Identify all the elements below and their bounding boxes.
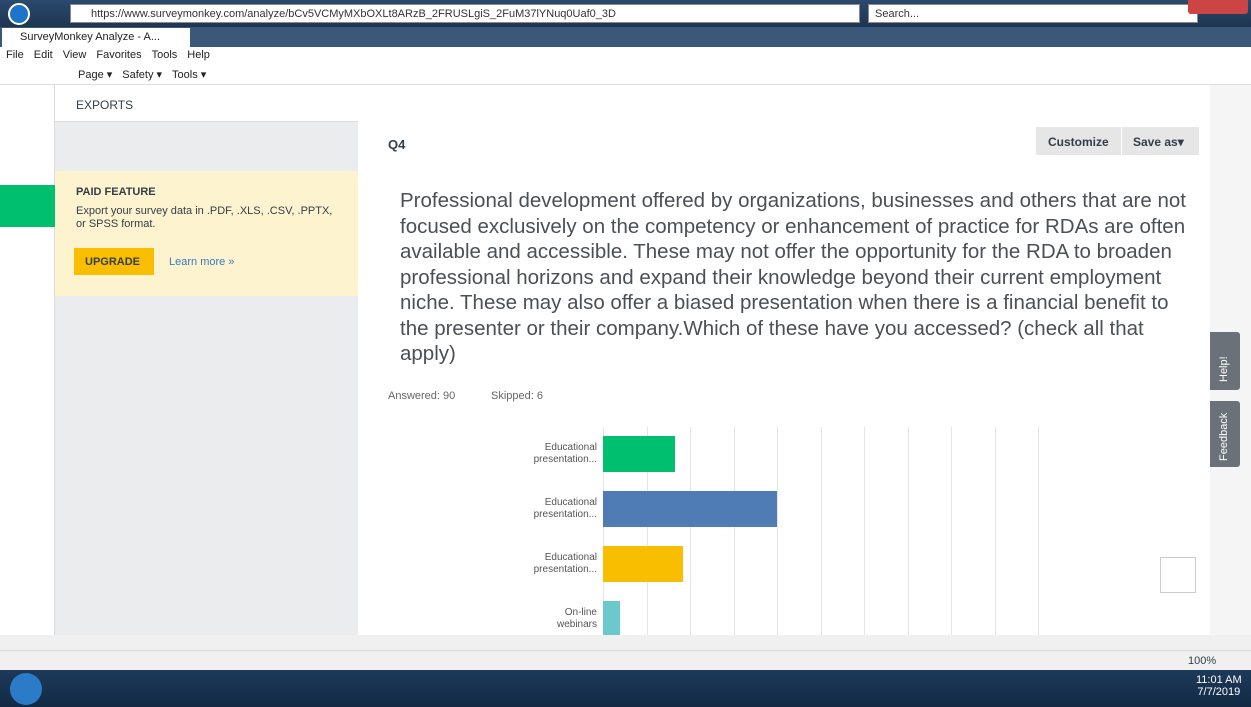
search-box[interactable]: Search... xyxy=(868,4,1198,23)
menu-bar: File Edit View Favorites Tools Help xyxy=(0,47,1251,65)
browser-title-bar: https://www.surveymonkey.com/analyze/bCv… xyxy=(0,0,1251,27)
time: 11:01 AM xyxy=(1196,674,1242,686)
command-item[interactable]: Page ▾ xyxy=(78,69,112,81)
bar xyxy=(603,491,777,527)
grid-line xyxy=(690,427,691,635)
save-as-button[interactable]: Save as▾ xyxy=(1121,127,1199,155)
grid-line xyxy=(821,427,822,635)
category-label: Educational presentation... xyxy=(523,436,597,472)
menu-item[interactable]: View xyxy=(63,49,87,61)
menu-item[interactable]: Tools xyxy=(152,49,178,61)
command-bar: Page ▾ Safety ▾ Tools ▾ xyxy=(0,65,1251,85)
scroll-top-button[interactable] xyxy=(1160,557,1196,593)
status-bar: 100% xyxy=(0,650,1251,670)
browser-tab[interactable]: SurveyMonkey Analyze - A... xyxy=(2,28,190,47)
page-content: EXPORTS PAID FEATURE Export your survey … xyxy=(0,85,1251,635)
zoom-level[interactable]: 100% xyxy=(1188,655,1216,667)
skipped-count: Skipped: 6 xyxy=(491,390,543,402)
paid-feature-title: PAID FEATURE xyxy=(76,186,156,198)
answered-count: Answered: 90 xyxy=(388,390,455,402)
export-icon[interactable] xyxy=(0,185,55,227)
paid-feature-text: Export your survey data in .PDF, .XLS, .… xyxy=(76,205,341,231)
question-text: Professional development offered by orga… xyxy=(400,188,1200,367)
grid-line xyxy=(995,427,996,635)
address-bar[interactable]: https://www.surveymonkey.com/analyze/bCv… xyxy=(70,4,860,23)
grid-line xyxy=(951,427,952,635)
menu-item[interactable]: Help xyxy=(187,49,210,61)
category-label: Educational presentation... xyxy=(523,546,597,582)
clock: 11:01 AM 7/7/2019 xyxy=(1196,674,1242,698)
grid-line xyxy=(734,427,735,635)
menu-item[interactable]: File xyxy=(6,49,24,61)
left-panel: EXPORTS PAID FEATURE Export your survey … xyxy=(55,85,358,635)
command-item[interactable]: Tools ▾ xyxy=(172,69,206,81)
menu-item[interactable]: Favorites xyxy=(96,49,141,61)
screen: https://www.surveymonkey.com/analyze/bCv… xyxy=(0,0,1251,707)
bar xyxy=(603,436,675,472)
bar xyxy=(603,546,683,582)
date: 7/7/2019 xyxy=(1196,686,1242,698)
grid-line xyxy=(1038,427,1039,635)
help-tab[interactable]: Help! xyxy=(1210,332,1240,390)
grid-line xyxy=(908,427,909,635)
upgrade-button[interactable]: UPGRADE xyxy=(74,248,154,275)
menu-item[interactable]: Edit xyxy=(34,49,53,61)
window-controls[interactable] xyxy=(1188,0,1248,14)
taskbar: 11:01 AM 7/7/2019 xyxy=(0,670,1251,707)
question-number: Q4 xyxy=(388,137,405,152)
customize-button[interactable]: Customize xyxy=(1036,127,1121,155)
category-label: Educational presentation... xyxy=(523,491,597,527)
icon-strip xyxy=(0,85,55,635)
learn-more-link[interactable]: Learn more » xyxy=(169,256,234,268)
command-item[interactable]: Safety ▾ xyxy=(122,69,162,81)
question-panel: Q4 Customize Save as▾ Professional devel… xyxy=(358,85,1210,635)
start-button[interactable] xyxy=(10,673,42,705)
bar xyxy=(603,601,620,635)
back-button[interactable] xyxy=(8,3,30,25)
grid-line xyxy=(777,427,778,635)
grid-line xyxy=(864,427,865,635)
category-label: On-line webinars xyxy=(523,601,597,635)
exports-header: EXPORTS xyxy=(55,85,358,122)
feedback-tab[interactable]: Feedback xyxy=(1210,401,1240,467)
horizontal-scrollbar[interactable] xyxy=(0,635,1251,650)
